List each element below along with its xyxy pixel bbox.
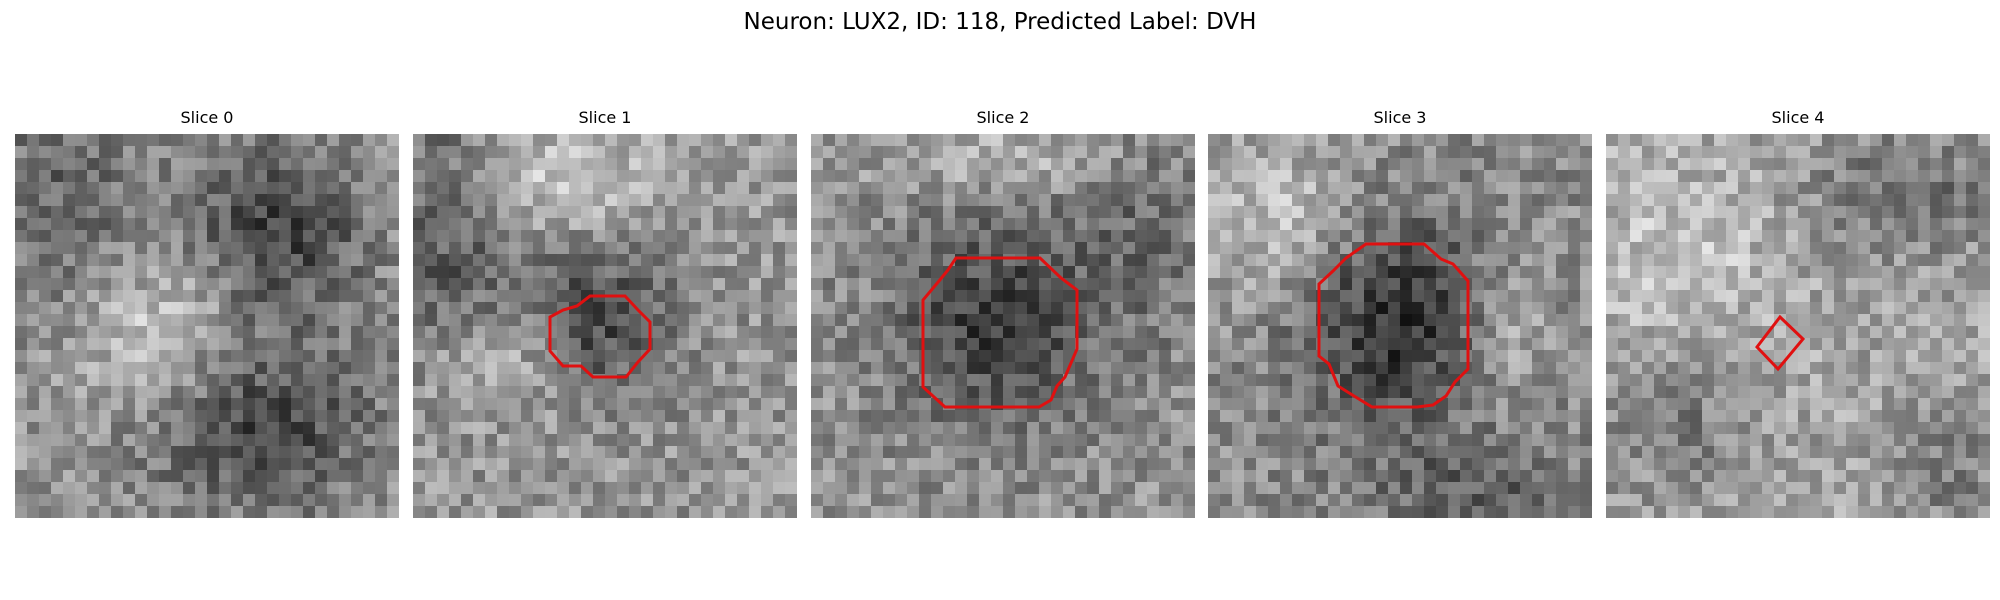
roi-outline xyxy=(921,256,1079,409)
slice-panel-0: Slice 0 xyxy=(15,108,399,518)
figure-title: Neuron: LUX2, ID: 118, Predicted Label: … xyxy=(743,9,1257,35)
slice-title: Slice 2 xyxy=(976,108,1030,127)
slice-image xyxy=(1606,134,1990,518)
slice-title: Slice 4 xyxy=(1771,108,1825,127)
slice-panel-4: Slice 4 xyxy=(1606,108,1990,518)
slice-title: Slice 0 xyxy=(180,108,234,127)
slice-panel-2: Slice 2 xyxy=(811,108,1195,518)
slice-image xyxy=(15,134,399,518)
slice-title: Slice 1 xyxy=(578,108,632,127)
slice-image xyxy=(811,134,1195,518)
roi-outline xyxy=(1755,314,1806,372)
slice-title: Slice 3 xyxy=(1373,108,1427,127)
roi-outline xyxy=(548,294,652,379)
slice-image xyxy=(413,134,797,518)
slice-image xyxy=(1208,134,1592,518)
slice-panel-3: Slice 3 xyxy=(1208,108,1592,518)
roi-outline xyxy=(1317,242,1470,409)
slice-panel-1: Slice 1 xyxy=(413,108,797,518)
